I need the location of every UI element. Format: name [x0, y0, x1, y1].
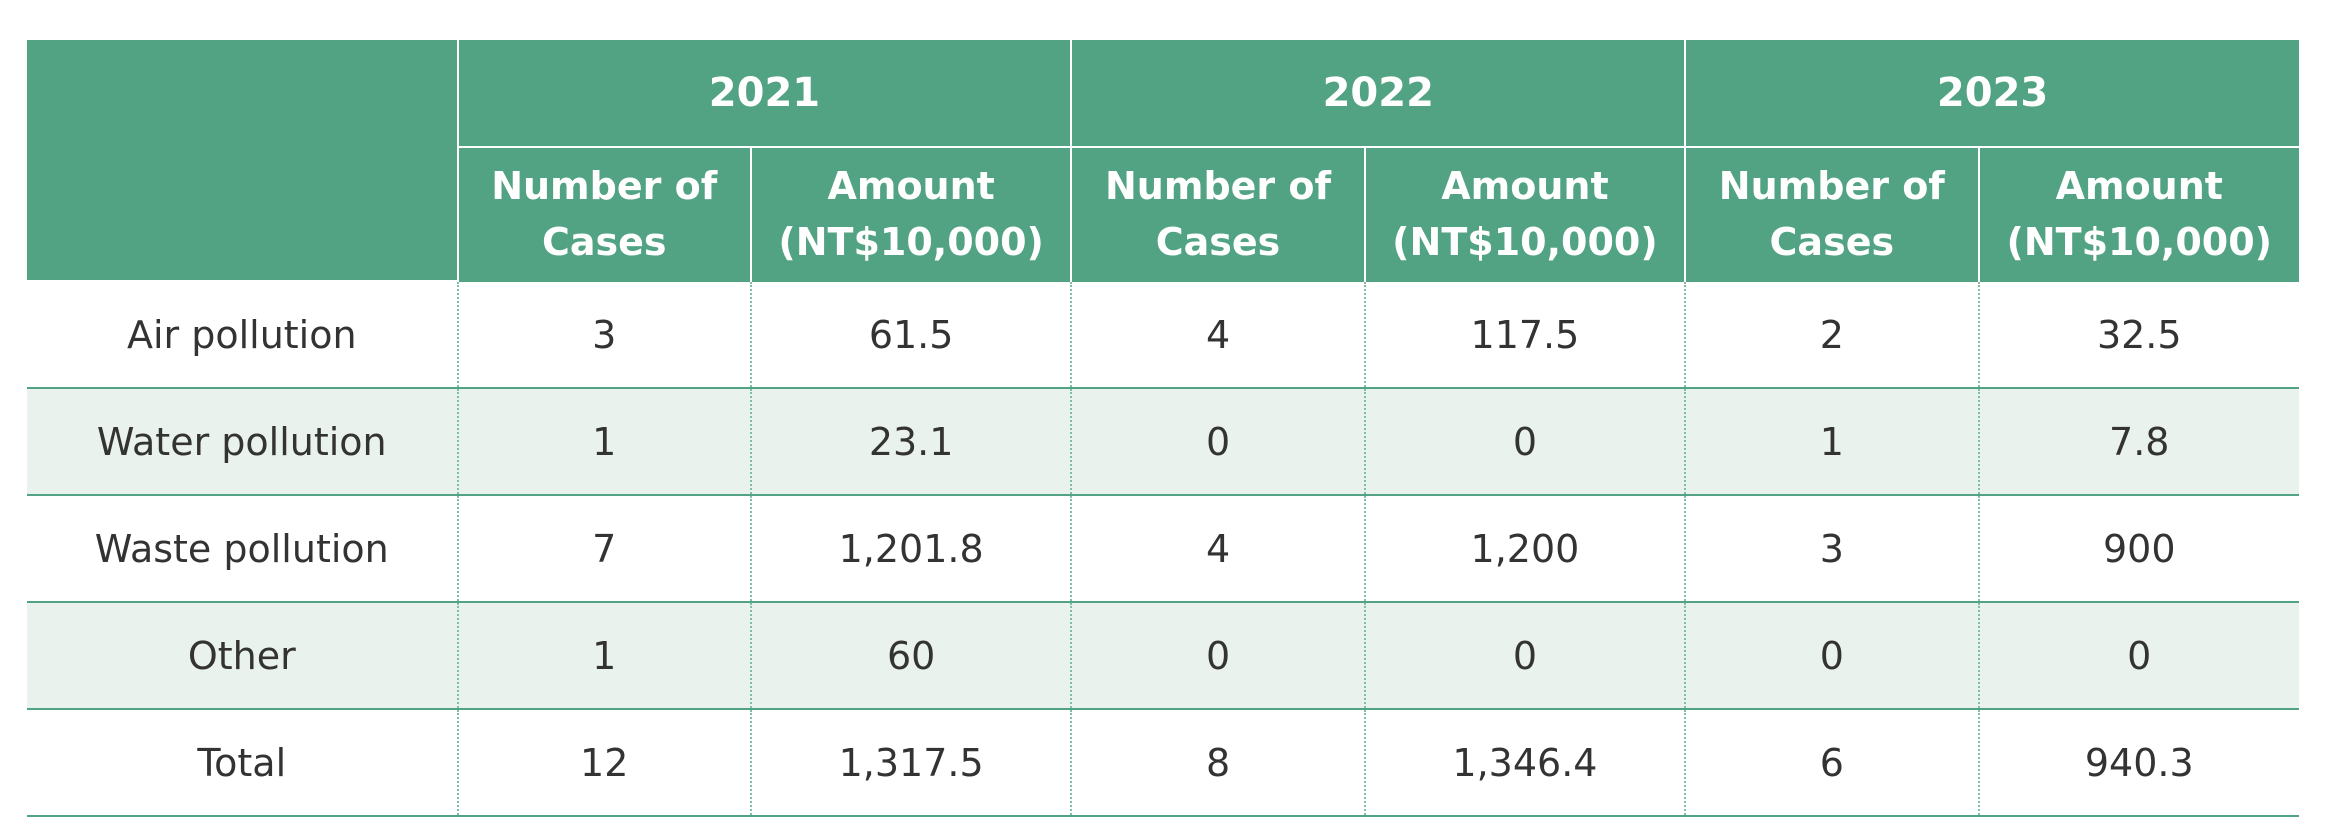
cell-cases-2021: 3 [456, 280, 751, 389]
cell-cases-2023: 1 [1684, 388, 1979, 496]
table-row: Water pollution 1 23.1 0 0 1 7.8 [27, 388, 2299, 496]
cell-cases-2022: 0 [1070, 602, 1365, 710]
year-header-2023: 2023 [1684, 40, 2299, 148]
cell-amount-2021: 1,201.8 [749, 495, 1072, 603]
table-header: 2021 2022 2023 Number of Cases Amount (N… [27, 40, 2299, 282]
cell-cases-2023: 2 [1684, 280, 1979, 389]
table-row-total: Total 12 1,317.5 8 1,346.4 6 940.3 [27, 709, 2299, 817]
cell-amount-2022: 1,346.4 [1363, 709, 1686, 817]
row-label: Air pollution [27, 280, 458, 389]
cell-cases-2023: 3 [1684, 495, 1979, 603]
row-label: Water pollution [27, 388, 458, 496]
cell-cases-2021: 1 [456, 388, 751, 496]
cases-header-2023: Number of Cases [1684, 147, 1979, 281]
cell-amount-2023: 940.3 [1977, 709, 2299, 817]
year-header-2022: 2022 [1070, 40, 1686, 148]
sub-header-row: Number of Cases Amount (NT$10,000) Numbe… [27, 147, 2299, 281]
row-label: Other [27, 602, 458, 710]
pollution-penalty-table: 2021 2022 2023 Number of Cases Amount (N… [27, 40, 2299, 817]
amount-header-2023: Amount (NT$10,000) [1977, 147, 2299, 281]
cell-cases-2022: 8 [1070, 709, 1365, 817]
year-header-row: 2021 2022 2023 [27, 40, 2299, 282]
row-label: Total [27, 709, 458, 817]
year-header-2021: 2021 [456, 40, 1072, 148]
cell-amount-2022: 117.5 [1363, 280, 1686, 389]
cell-amount-2023: 7.8 [1977, 388, 2299, 496]
cell-amount-2023: 32.5 [1977, 280, 2299, 389]
cell-amount-2021: 61.5 [749, 280, 1072, 389]
cell-amount-2021: 23.1 [749, 388, 1072, 496]
row-label: Waste pollution [27, 495, 458, 603]
amount-header-2021: Amount (NT$10,000) [749, 147, 1072, 281]
cases-header-2022: Number of Cases [1070, 147, 1365, 281]
cell-cases-2021: 12 [456, 709, 751, 817]
cell-cases-2022: 4 [1070, 495, 1365, 603]
table-row: Waste pollution 7 1,201.8 4 1,200 3 900 [27, 495, 2299, 603]
cell-cases-2023: 0 [1684, 602, 1979, 710]
cell-amount-2023: 0 [1977, 602, 2299, 710]
cell-amount-2022: 0 [1363, 388, 1686, 496]
table-row: Other 1 60 0 0 0 0 [27, 602, 2299, 710]
cases-header-2021: Number of Cases [456, 147, 751, 281]
cell-amount-2023: 900 [1977, 495, 2299, 603]
cell-amount-2021: 1,317.5 [749, 709, 1072, 817]
table-body: Air pollution 3 61.5 4 117.5 2 32.5 Wate… [27, 280, 2299, 817]
cell-amount-2021: 60 [749, 602, 1072, 710]
cell-cases-2021: 1 [456, 602, 751, 710]
corner-header-cell [27, 40, 458, 282]
table-row: Air pollution 3 61.5 4 117.5 2 32.5 [27, 280, 2299, 389]
cell-amount-2022: 0 [1363, 602, 1686, 710]
cell-cases-2022: 4 [1070, 280, 1365, 389]
amount-header-2022: Amount (NT$10,000) [1363, 147, 1686, 281]
cell-amount-2022: 1,200 [1363, 495, 1686, 603]
cell-cases-2023: 6 [1684, 709, 1979, 817]
cell-cases-2022: 0 [1070, 388, 1365, 496]
cell-cases-2021: 7 [456, 495, 751, 603]
